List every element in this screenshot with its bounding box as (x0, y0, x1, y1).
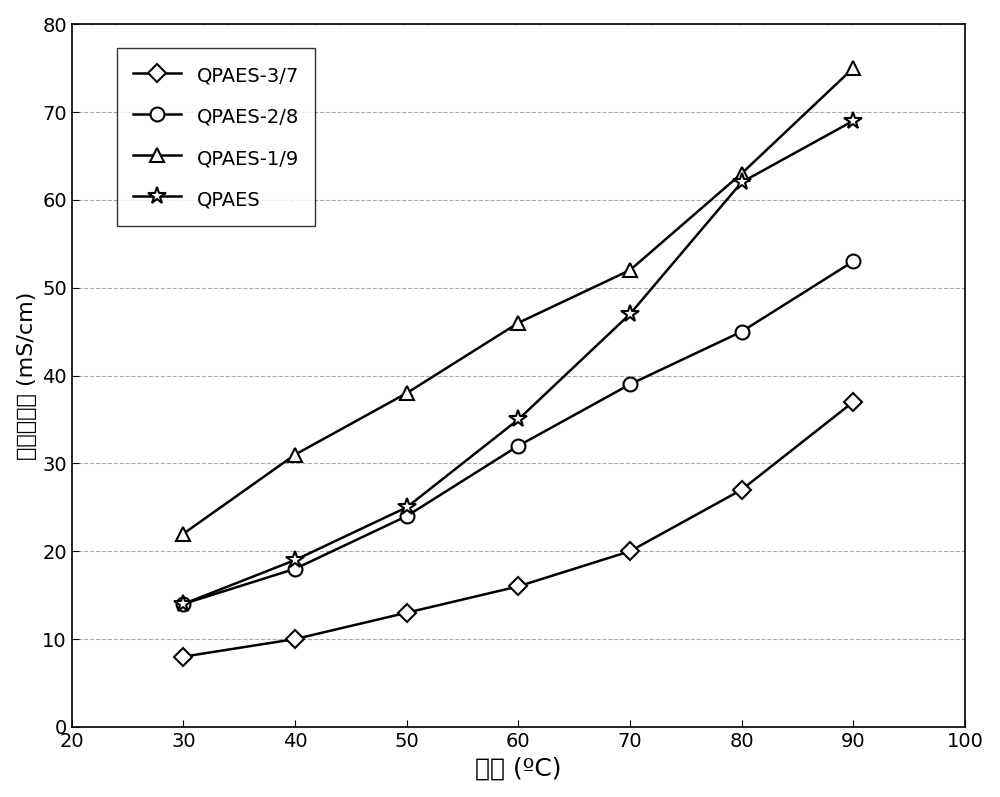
QPAES-2/8 (624, 379, 636, 389)
QPAES (847, 116, 859, 126)
QPAES-3/7 (401, 608, 413, 618)
QPAES (512, 414, 524, 424)
QPAES-3/7 (736, 485, 748, 494)
QPAES-1/9 (401, 388, 413, 398)
QPAES-2/8 (177, 599, 189, 609)
QPAES-1/9 (512, 318, 524, 328)
QPAES-3/7 (289, 634, 301, 644)
QPAES (736, 178, 748, 187)
QPAES-1/9 (177, 529, 189, 539)
QPAES-3/7 (624, 547, 636, 556)
Line: QPAES-1/9: QPAES-1/9 (177, 61, 860, 540)
QPAES (177, 599, 189, 609)
Line: QPAES: QPAES (174, 112, 862, 613)
QPAES-2/8 (289, 564, 301, 574)
QPAES-1/9 (736, 169, 748, 179)
Line: QPAES-3/7: QPAES-3/7 (177, 395, 860, 663)
QPAES-1/9 (847, 63, 859, 73)
Line: QPAES-2/8: QPAES-2/8 (177, 254, 860, 611)
QPAES-1/9 (289, 450, 301, 459)
QPAES (289, 556, 301, 565)
QPAES-2/8 (736, 327, 748, 336)
QPAES-2/8 (847, 257, 859, 266)
QPAES (401, 503, 413, 512)
Y-axis label: 离子传导率 (mS/cm): 离子传导率 (mS/cm) (17, 292, 37, 460)
QPAES-3/7 (512, 582, 524, 591)
QPAES-2/8 (512, 441, 524, 450)
QPAES-2/8 (401, 512, 413, 521)
QPAES (624, 309, 636, 319)
Legend: QPAES-3/7, QPAES-2/8, QPAES-1/9, QPAES: QPAES-3/7, QPAES-2/8, QPAES-1/9, QPAES (117, 48, 315, 226)
QPAES-3/7 (177, 652, 189, 662)
QPAES-1/9 (624, 265, 636, 275)
QPAES-3/7 (847, 397, 859, 406)
X-axis label: 温度 (ºC): 温度 (ºC) (475, 756, 562, 780)
